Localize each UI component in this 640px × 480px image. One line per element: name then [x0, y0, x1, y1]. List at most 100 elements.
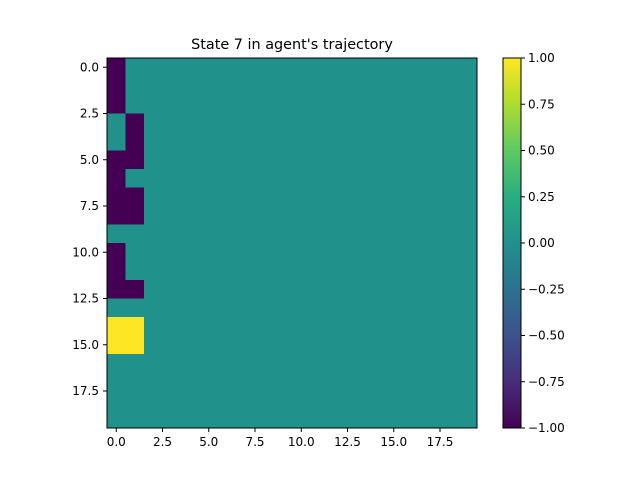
heatmap-cell: [292, 224, 311, 244]
heatmap-cell: [421, 298, 441, 318]
colorbar-axis: 1.00 0.75 0.50 0.25 0.00 −0.25 −0.50 −0.75 −1.00: [521, 51, 565, 435]
heatmap-cell: [273, 280, 293, 299]
heatmap-cell: [403, 150, 422, 170]
heatmap-cell: [440, 354, 459, 373]
heatmap-cell: [107, 317, 126, 336]
heatmap-cell: [458, 391, 478, 410]
heatmap-cell: [440, 224, 459, 244]
heatmap-cell: [292, 243, 311, 262]
heatmap-cell: [199, 224, 219, 244]
heatmap-cell: [162, 335, 182, 355]
heatmap-cell: [144, 243, 163, 262]
heatmap-cell: [458, 335, 478, 355]
heatmap-cell: [181, 169, 200, 188]
heatmap-cell: [384, 76, 404, 96]
heatmap-cell: [329, 243, 348, 262]
colorbar-tick-label: 1.00: [528, 51, 555, 65]
heatmap-cell: [255, 261, 274, 281]
heatmap-cell: [162, 372, 182, 392]
heatmap-cell: [255, 76, 274, 96]
heatmap-cell: [236, 76, 256, 96]
heatmap-cell: [329, 409, 348, 429]
heatmap-cell: [384, 261, 404, 281]
heatmap-cell: [347, 224, 367, 244]
heatmap-cell: [255, 317, 274, 336]
heatmap-cell: [458, 261, 478, 281]
heatmap-cell: [421, 354, 441, 373]
heatmap-cell: [403, 224, 422, 244]
heatmap-cell: [440, 113, 459, 133]
heatmap-cell: [144, 224, 163, 244]
heatmap-cell: [347, 206, 367, 225]
heatmap-cell: [366, 206, 385, 225]
heatmap-cell: [236, 317, 256, 336]
heatmap-cell: [458, 206, 478, 225]
heatmap-cell: [366, 95, 385, 114]
heatmap-cell: [236, 261, 256, 281]
heatmap-cell: [125, 132, 145, 151]
heatmap-cell: [458, 224, 478, 244]
heatmap-cell: [273, 113, 293, 133]
heatmap-cell: [218, 409, 237, 429]
heatmap-cell: [162, 280, 182, 299]
heatmap-cell: [107, 169, 126, 188]
heatmap-cell: [162, 95, 182, 114]
heatmap-cell: [273, 372, 293, 392]
heatmap-cell: [107, 243, 126, 262]
heatmap-cell: [403, 298, 422, 318]
colorbar-tick-label: 0.00: [528, 236, 555, 250]
heatmap-cell: [310, 187, 330, 207]
heatmap-cell: [329, 187, 348, 207]
heatmap-cell: [347, 113, 367, 133]
heatmap-cell: [458, 169, 478, 188]
heatmap-cell: [273, 58, 293, 77]
heatmap-cell: [421, 280, 441, 299]
heatmap-cell: [218, 169, 237, 188]
heatmap-cell: [273, 95, 293, 114]
heatmap-cell: [181, 280, 200, 299]
heatmap-cell: [366, 280, 385, 299]
heatmap-cell: [366, 113, 385, 133]
heatmap-cell: [199, 354, 219, 373]
heatmap-cell: [236, 187, 256, 207]
heatmap-cell: [440, 372, 459, 392]
heatmap-cell: [347, 58, 367, 77]
heatmap-cell: [273, 261, 293, 281]
heatmap-cell: [107, 113, 126, 133]
heatmap-cell: [236, 95, 256, 114]
heatmap-cell: [144, 409, 163, 429]
heatmap-cell: [255, 58, 274, 77]
heatmap-cell: [366, 391, 385, 410]
heatmap-cell: [181, 354, 200, 373]
heatmap-cell: [181, 150, 200, 170]
heatmap-cell: [218, 95, 237, 114]
heatmap-cell: [384, 58, 404, 77]
heatmap-cell: [347, 95, 367, 114]
heatmap-cell: [218, 206, 237, 225]
heatmap-cell: [366, 243, 385, 262]
heatmap-cell: [347, 354, 367, 373]
heatmap-cell: [107, 224, 126, 244]
heatmap-cell: [199, 76, 219, 96]
heatmap-cell: [107, 206, 126, 225]
heatmap-cell: [162, 169, 182, 188]
heatmap-cell: [458, 298, 478, 318]
heatmap-cell: [310, 391, 330, 410]
heatmap-cell: [384, 206, 404, 225]
heatmap-cell: [347, 243, 367, 262]
heatmap-cell: [181, 95, 200, 114]
heatmap-cell: [384, 132, 404, 151]
y-tick-label: 17.5: [72, 384, 99, 398]
heatmap-cell: [329, 169, 348, 188]
heatmap-cell: [310, 409, 330, 429]
heatmap-cell: [458, 58, 478, 77]
heatmap-cell: [107, 372, 126, 392]
heatmap-cell: [347, 409, 367, 429]
heatmap-cell: [255, 187, 274, 207]
heatmap-cell: [403, 113, 422, 133]
heatmap-cell: [458, 113, 478, 133]
heatmap-cell: [181, 206, 200, 225]
heatmap-cell: [292, 354, 311, 373]
heatmap-cell: [236, 280, 256, 299]
heatmap-cell: [199, 261, 219, 281]
